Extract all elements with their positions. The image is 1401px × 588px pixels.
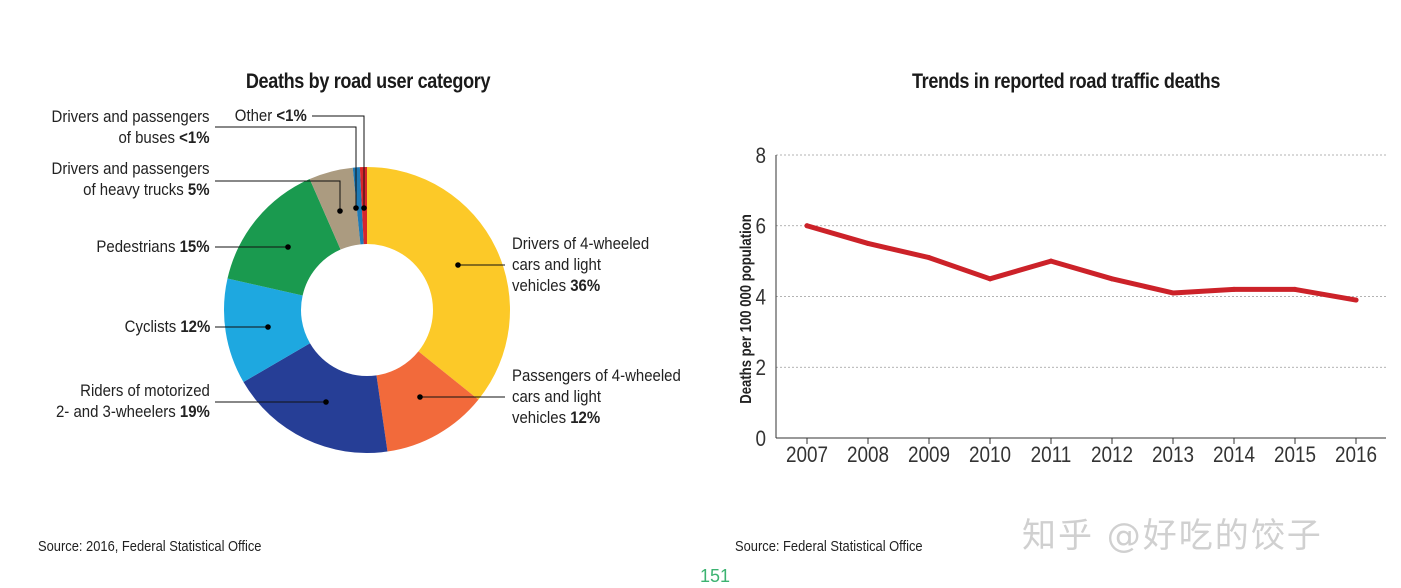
series-line: [804, 223, 1359, 303]
slice-value-other: <1%: [276, 106, 307, 125]
leader-line-trucks: [215, 180, 341, 211]
pie-source-note: Source: 2016, Federal Statistical Office: [38, 538, 262, 555]
x-tick-label: 2010: [969, 443, 1011, 468]
data-point-2014: [1231, 286, 1237, 292]
slice-value-trucks: 5%: [188, 180, 210, 199]
slice-label-motorized: Riders of motorized 2- and 3-wheelers 19%: [56, 381, 210, 421]
y-tick-label: 2: [755, 356, 766, 381]
x-tick-label: 2012: [1091, 443, 1133, 468]
leader-dot-pedestrians: [285, 244, 291, 250]
slice-label-passengers: Passengers of 4-wheeled cars and light veh…: [512, 366, 681, 427]
leader-line-buses: [215, 126, 357, 208]
slice-label-cyclists: Cyclists 12%: [124, 317, 210, 336]
leader-line-other: [312, 115, 365, 208]
page-number: 151: [699, 566, 731, 586]
data-point-2016: [1353, 297, 1359, 303]
x-tick-label: 2009: [908, 443, 950, 468]
data-point-2015: [1292, 286, 1298, 292]
donut-chart: [215, 115, 510, 453]
line-chart: 0 2 4 6 8 2007 2008 2009 2010 2011 2012 2013 2014 201…: [738, 144, 1386, 468]
x-tick-label: 2013: [1152, 443, 1194, 468]
leader-dot-buses: [353, 205, 359, 211]
data-point-2009: [926, 255, 932, 261]
slice-pedestrians: [227, 178, 341, 296]
x-tick-label: 2007: [786, 443, 828, 468]
watermark: 知乎 @好吃的饺子: [1022, 516, 1323, 556]
slice-label-pedestrians: Pedestrians 15%: [96, 237, 210, 256]
slice-buses: [352, 167, 364, 245]
slice-motorized: [243, 343, 388, 453]
y-axis-label: Deaths per 100 000 population: [738, 214, 755, 404]
slice-passengers: [376, 351, 479, 452]
slice-trucks: [309, 167, 361, 250]
slice-value-passengers: 12%: [570, 408, 601, 427]
slice-label-trucks: Drivers and passengers of heavy trucks 5%: [52, 159, 210, 199]
slice-label-cars: Drivers of 4-wheeled cars and light vehicl…: [512, 234, 650, 295]
data-point-2011: [1048, 258, 1054, 264]
x-tick-label: 2015: [1274, 443, 1316, 468]
leader-dot-trucks: [337, 208, 343, 214]
slice-value-pedestrians: 15%: [180, 237, 210, 256]
line-source-note: Source: Federal Statistical Office: [735, 538, 923, 555]
y-tick-label: 6: [755, 214, 766, 239]
data-point-2007: [804, 223, 810, 229]
slice-value-cars: 36%: [570, 276, 601, 295]
line-chart-panel: Trends in reported road traffic deaths 0…: [700, 0, 1401, 588]
y-tick-label: 8: [755, 144, 766, 169]
slice-label-other: Other <1%: [235, 106, 307, 125]
pie-chart-title: Deaths by road user category: [245, 70, 491, 93]
x-tick-label: 2014: [1213, 443, 1255, 468]
leader-dot-cyclists: [265, 324, 271, 330]
pie-chart-panel: Deaths by road user category Drivers of …: [0, 0, 700, 588]
leader-dot-passengers: [417, 394, 423, 400]
data-point-2008: [865, 240, 871, 246]
slice-label-buses: Drivers and passengers of buses <1%: [52, 107, 210, 147]
x-tick-label: 2011: [1031, 443, 1072, 468]
data-point-2012: [1109, 276, 1115, 282]
data-point-2010: [987, 276, 993, 282]
leader-dot-motorized: [323, 399, 329, 405]
slice-value-buses: <1%: [179, 128, 210, 147]
slice-value-cyclists: 12%: [180, 317, 210, 336]
y-tick-label: 4: [755, 285, 766, 310]
slice-cars: [367, 167, 510, 400]
line-chart-title: Trends in reported road traffic deaths: [911, 70, 1221, 93]
slice-value-motorized: 19%: [180, 402, 210, 421]
y-tick-label: 0: [755, 427, 766, 452]
x-tick-label: 2008: [847, 443, 889, 468]
x-tick-label: 2016: [1335, 443, 1377, 468]
slice-cyclists: [223, 278, 310, 383]
leader-dot-other: [361, 205, 367, 211]
leader-dot-cars: [455, 262, 461, 268]
data-point-2013: [1170, 290, 1176, 296]
